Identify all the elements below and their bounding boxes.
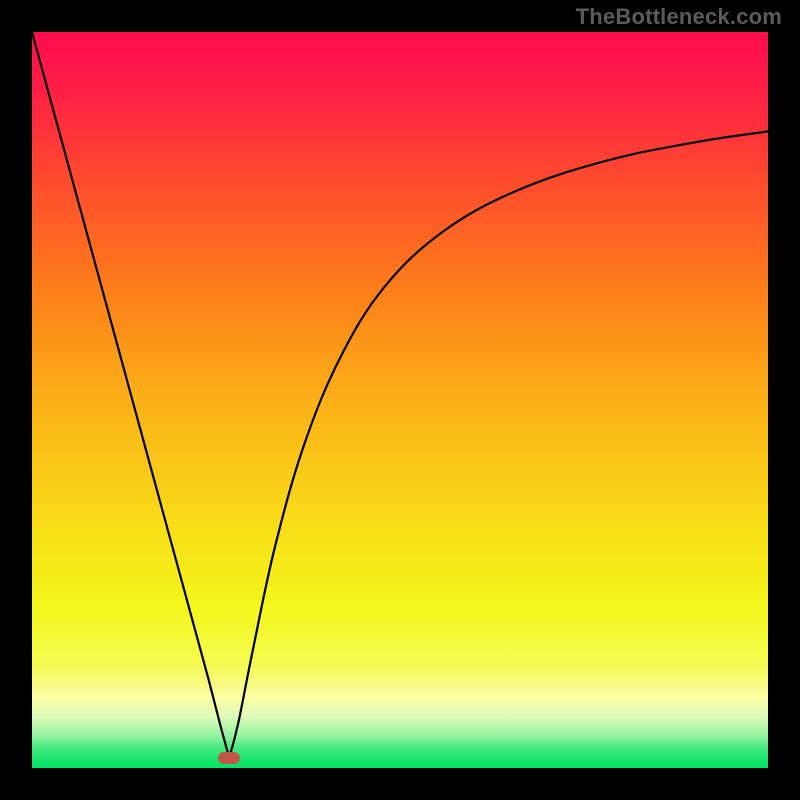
gradient-background [32,32,768,768]
watermark-text: TheBottleneck.com [576,4,782,30]
optimum-marker [218,752,240,764]
chart-frame: TheBottleneck.com [0,0,800,800]
bottleneck-plot [32,32,768,768]
